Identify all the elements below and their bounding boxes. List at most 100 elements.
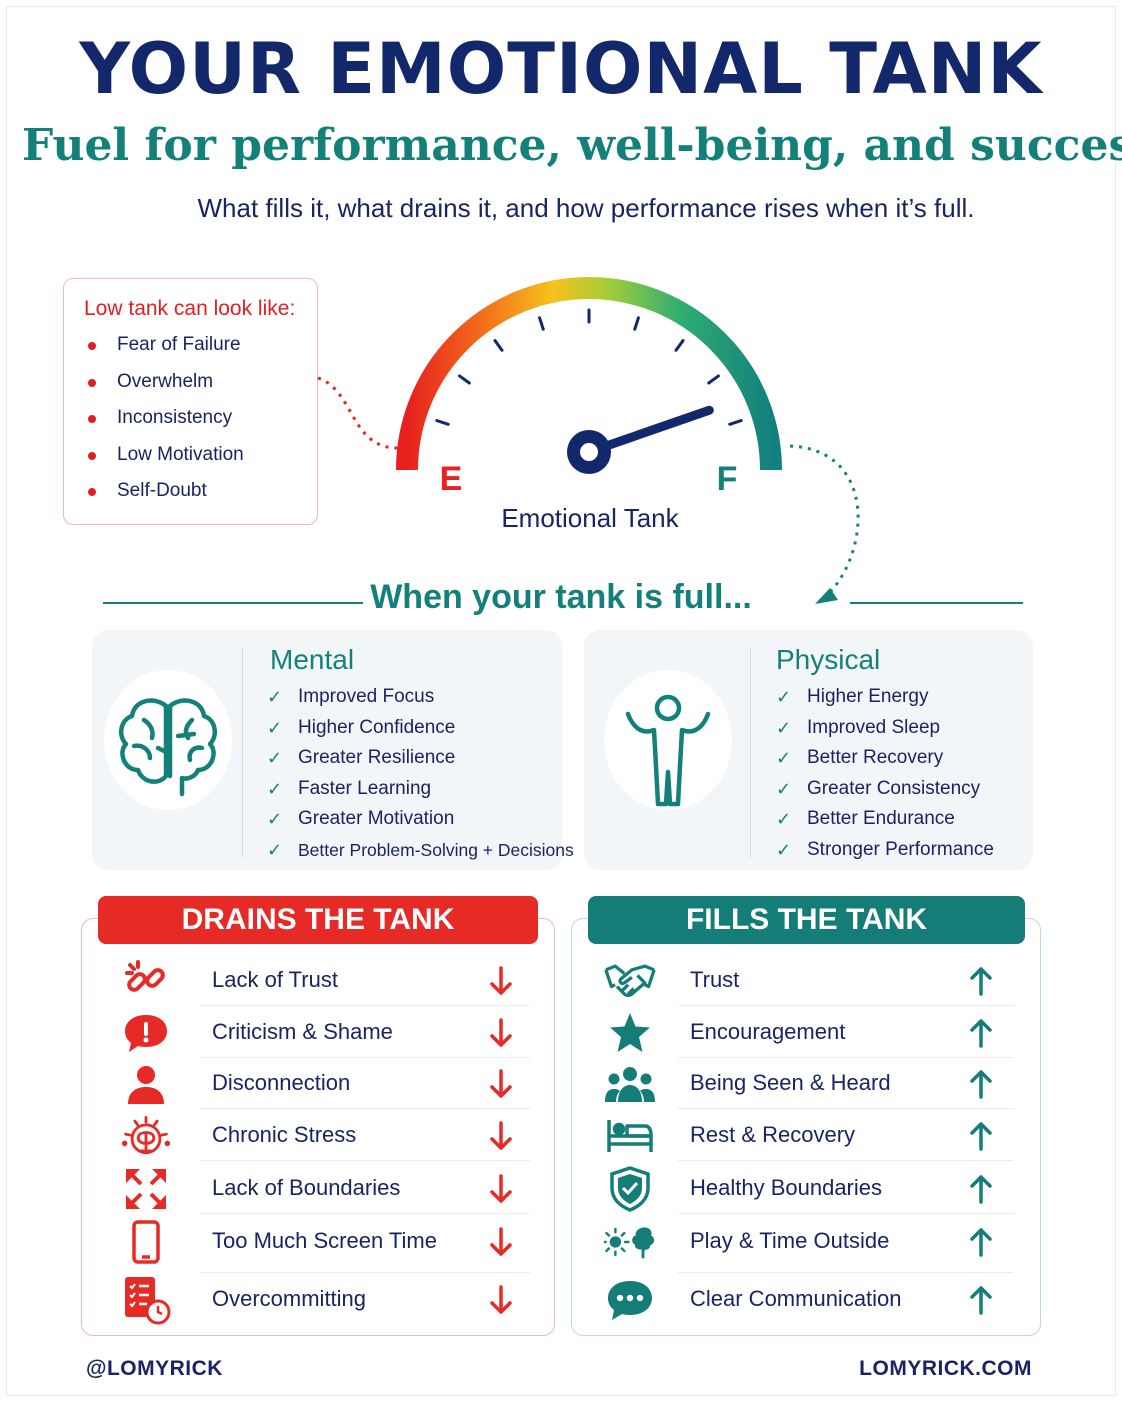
check-icon: ✓ (267, 687, 283, 707)
check-icon: ✓ (267, 778, 283, 799)
row-divider (678, 1160, 1014, 1161)
footer-website[interactable]: LOMYRICK.COM (859, 1357, 1032, 1380)
check-icon: ✓ (776, 809, 792, 829)
list-item: Overcommitting (120, 1274, 540, 1326)
list-item-label: Improved Sleep (807, 716, 941, 738)
arrow-down-icon (488, 1120, 514, 1152)
gauge-tick (633, 316, 640, 331)
physical-card: Physical ✓ Higher Energy ✓ Improved Sleep … (584, 630, 1033, 870)
page-title: YOUR EMOTIONAL TANK (79, 28, 1043, 110)
divider-right (850, 602, 1023, 604)
gauge-tick (435, 419, 450, 426)
person-icon (120, 1058, 172, 1110)
row-divider (678, 1005, 1014, 1006)
list-item: Play & Time Outside (600, 1216, 1020, 1273)
list-item-label: Overcommitting (212, 1286, 367, 1311)
list-item-label: Greater Motivation (298, 808, 455, 829)
page-subtitle: Fuel for performance, well-being, and su… (21, 120, 1122, 171)
low-tank-list: Fear of Failure Overwhelm Inconsistency … (84, 327, 317, 510)
card-divider (750, 648, 751, 858)
row-divider (200, 1272, 530, 1273)
list-item: Chronic Stress (120, 1110, 540, 1162)
row-divider (678, 1057, 1014, 1058)
row-divider (678, 1213, 1014, 1214)
group-icon (604, 1058, 656, 1110)
list-item-label: Being Seen & Heard (690, 1070, 891, 1095)
list-item-label: Higher Energy (807, 686, 929, 707)
row-divider (200, 1005, 530, 1006)
arrow-up-icon (968, 1017, 994, 1049)
list-item-label: Criticism & Shame (212, 1019, 393, 1044)
chat-bubble-icon (604, 1274, 656, 1326)
check-icon: ✓ (776, 839, 792, 860)
row-divider (200, 1108, 530, 1109)
list-item: ✓ Better Recovery (776, 743, 994, 774)
list-item-label: Encouragement (690, 1019, 846, 1044)
arrow-down-icon (488, 965, 514, 997)
list-item-label: Better Endurance (807, 808, 955, 829)
dotted-connector-right (789, 444, 860, 602)
gauge-ticks (435, 308, 743, 426)
list-item: Lack of Boundaries (120, 1163, 540, 1215)
phone-icon (120, 1216, 172, 1268)
list-item: Overwhelm (84, 364, 317, 401)
check-icon: ✓ (267, 748, 283, 768)
divider-left (103, 602, 363, 604)
gauge-empty-label: E (440, 460, 463, 498)
low-tank-heading: Low tank can look like: (84, 297, 296, 320)
list-item-label: Stronger Performance (807, 838, 994, 860)
arrow-up-icon (968, 1284, 994, 1316)
stressed-brain-icon (120, 1110, 172, 1162)
list-item-label: Self-Doubt (117, 480, 207, 501)
list-item-label: Too Much Screen Time (212, 1228, 437, 1253)
dotted-connector-left (317, 376, 401, 450)
mental-card: Mental ✓ Improved Focus ✓ Higher Confidenc… (92, 630, 574, 870)
list-item-label: Better Recovery (807, 747, 944, 768)
list-item: Fear of Failure (84, 327, 317, 364)
list-item-label: Lack of Trust (212, 967, 338, 992)
list-item: Disconnection (120, 1058, 540, 1110)
list-item: ✓ Stronger Performance (776, 835, 994, 866)
list-item-label: Better Problem-Solving + Decisions (298, 839, 574, 860)
broken-link-icon (120, 955, 172, 1007)
full-tank-heading: When your tank is full... (370, 578, 752, 616)
list-item: Trust (600, 955, 1020, 1007)
list-item-label: Inconsistency (117, 407, 233, 428)
arrow-up-icon (968, 1226, 994, 1258)
row-divider (200, 1057, 530, 1058)
check-icon: ✓ (267, 717, 283, 738)
gauge-hub-center (580, 443, 598, 461)
list-item: Criticism & Shame (120, 1007, 540, 1059)
expand-arrows-icon (120, 1163, 172, 1215)
card-divider (242, 648, 243, 858)
list-item-label: Clear Communication (690, 1286, 902, 1311)
person-arms-up-icon (604, 670, 732, 810)
footer-handle: @LOMYRICK (86, 1357, 223, 1380)
arrow-up-icon (968, 965, 994, 997)
list-item: Too Much Screen Time (120, 1216, 540, 1273)
gauge-tick (707, 374, 720, 385)
list-item-label: Overwhelm (117, 370, 214, 392)
list-item: ✓ Greater Resilience (267, 743, 574, 774)
list-item: ✓ Improved Sleep (776, 713, 994, 744)
physical-list: ✓ Higher Energy ✓ Improved Sleep ✓ Better R… (776, 682, 994, 865)
check-icon: ✓ (776, 687, 792, 707)
low-tank-box: Low tank can look like: Fear of Failure … (63, 278, 318, 525)
check-icon: ✓ (776, 717, 792, 738)
page-tagline: What fills it, what drains it, and how p… (197, 193, 975, 223)
gauge-tick (538, 316, 545, 331)
list-item-label: Faster Learning (298, 777, 432, 799)
arrow-down-icon (488, 1017, 514, 1049)
gauge-label: Emotional Tank (501, 503, 679, 533)
list-item: ✓ Greater Motivation (267, 804, 574, 835)
arrow-down-icon (488, 1068, 514, 1100)
connector-arrowhead (815, 588, 838, 604)
list-item-label: Higher Confidence (298, 716, 456, 738)
arrow-down-icon (488, 1226, 514, 1258)
list-item-label: Trust (690, 967, 740, 992)
bed-icon (604, 1110, 656, 1162)
bullet-icon (88, 378, 96, 387)
row-divider (678, 1108, 1014, 1109)
list-item: ✓ Greater Consistency (776, 774, 994, 805)
gauge-tick (493, 339, 504, 352)
